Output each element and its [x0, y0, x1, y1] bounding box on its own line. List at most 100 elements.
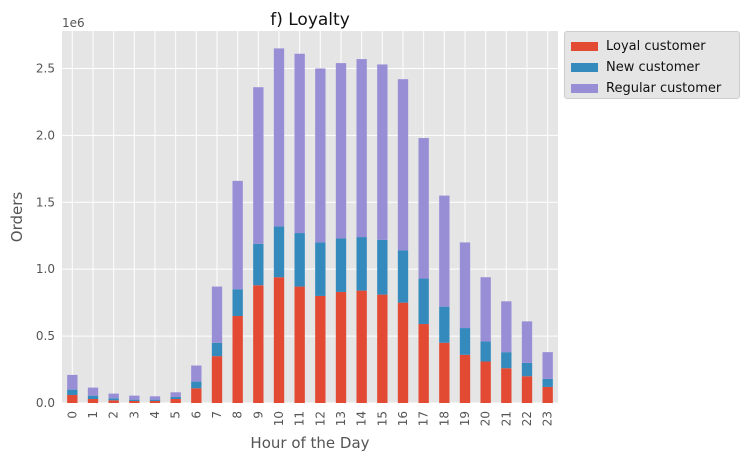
bar-regular-customer-hour-22: [521, 321, 533, 363]
legend-swatch-regular: [571, 84, 598, 93]
x-tick-label: 9: [251, 411, 265, 419]
bar-regular-customer-hour-23: [542, 352, 553, 379]
bar-regular-customer-hour-17: [418, 138, 429, 279]
x-tick-label: 11: [293, 411, 307, 426]
bar-regular-customer-hour-11: [294, 53, 305, 234]
x-tick-label: 14: [355, 411, 369, 426]
bar-regular-customer-hour-3: [129, 395, 140, 400]
bar-loyal-customer-hour-2: [108, 400, 119, 403]
bar-new-customer-hour-20: [480, 341, 491, 362]
bar-loyal-customer-hour-20: [480, 361, 491, 403]
bar-new-customer-hour-12: [315, 242, 326, 296]
chart-title: f) Loyalty: [270, 10, 350, 30]
legend-item-regular: Regular customer: [571, 78, 739, 99]
bar-new-customer-hour-19: [459, 328, 471, 355]
y-scale-label: 1e6: [62, 16, 85, 30]
bar-regular-customer-hour-12: [315, 68, 326, 243]
x-tick-label: 22: [520, 411, 534, 426]
x-tick-label: 4: [148, 411, 162, 419]
bar-new-customer-hour-21: [501, 352, 512, 369]
bar-regular-customer-hour-2: [108, 393, 119, 399]
y-tick-label: 0.0: [36, 396, 55, 410]
bar-new-customer-hour-0: [67, 389, 78, 395]
bar-loyal-customer-hour-19: [459, 354, 471, 403]
y-axis-label: Orders: [8, 192, 26, 243]
x-tick-label: 10: [272, 411, 286, 426]
bar-new-customer-hour-9: [253, 243, 264, 286]
bar-new-customer-hour-16: [397, 250, 409, 303]
bar-loyal-customer-hour-5: [170, 398, 181, 403]
bar-loyal-customer-hour-9: [253, 285, 264, 403]
bar-regular-customer-hour-4: [149, 396, 161, 400]
bar-loyal-customer-hour-3: [129, 400, 140, 403]
bar-loyal-customer-hour-0: [67, 394, 78, 403]
bar-loyal-customer-hour-7: [211, 356, 223, 403]
bar-loyal-customer-hour-8: [232, 316, 243, 403]
legend-label-loyal: Loyal customer: [606, 39, 706, 54]
bar-regular-customer-hour-21: [501, 301, 512, 353]
bar-regular-customer-hour-18: [439, 195, 450, 307]
x-tick-label: 23: [541, 411, 555, 426]
bar-new-customer-hour-10: [273, 226, 285, 278]
bar-loyal-customer-hour-1: [87, 398, 99, 403]
x-tick-labels: 0 1 2 3 4 5 6 7 8 9 10 11 12 13 14 15 16 17 18 19 20 21 22 23: [65, 411, 554, 426]
bar-loyal-customer-hour-17: [418, 324, 429, 403]
bar-new-customer-hour-6: [191, 381, 202, 389]
bar-loyal-customer-hour-23: [542, 386, 553, 403]
bar-new-customer-hour-17: [418, 278, 429, 325]
bar-new-customer-hour-5: [170, 396, 181, 399]
bar-regular-customer-hour-10: [273, 48, 285, 227]
bar-regular-customer-hour-1: [87, 387, 99, 396]
bar-loyal-customer-hour-14: [356, 290, 367, 403]
bar-regular-customer-hour-15: [377, 64, 388, 240]
legend-label-new: New customer: [606, 60, 700, 75]
y-tick-label: 2.0: [36, 128, 55, 142]
bar-new-customer-hour-23: [542, 378, 553, 387]
bar-loyal-customer-hour-21: [501, 368, 512, 403]
bar-loyal-customer-hour-11: [294, 286, 305, 403]
x-tick-label: 7: [210, 411, 224, 419]
bar-loyal-customer-hour-10: [273, 277, 285, 403]
plot-background: [62, 31, 558, 403]
bar-loyal-customer-hour-16: [397, 302, 409, 403]
bar-regular-customer-hour-0: [67, 374, 78, 390]
bar-new-customer-hour-8: [232, 289, 243, 317]
x-tick-label: 16: [396, 411, 410, 426]
y-tick-label: 1.5: [36, 195, 55, 209]
x-tick-label: 12: [313, 411, 327, 426]
bar-regular-customer-hour-20: [480, 277, 491, 342]
bar-loyal-customer-hour-15: [377, 294, 388, 403]
bar-regular-customer-hour-13: [335, 63, 347, 239]
legend-swatch-loyal: [571, 42, 598, 51]
x-tick-label: 18: [437, 411, 451, 426]
x-tick-label: 2: [107, 411, 121, 419]
x-tick-label: 0: [65, 411, 79, 419]
bar-new-customer-hour-18: [439, 306, 450, 343]
legend-swatch-new: [571, 63, 598, 72]
bar-loyal-customer-hour-6: [191, 388, 202, 403]
y-tick-label: 2.5: [36, 61, 55, 75]
bar-loyal-customer-hour-22: [521, 376, 533, 403]
bar-new-customer-hour-4: [149, 399, 161, 401]
bar-regular-customer-hour-9: [253, 87, 264, 244]
x-tick-label: 17: [417, 411, 431, 426]
legend-item-new: New customer: [571, 57, 739, 78]
bar-new-customer-hour-2: [108, 398, 119, 401]
bar-new-customer-hour-13: [335, 238, 347, 292]
x-tick-label: 13: [334, 411, 348, 426]
legend: Loyal customer New customer Regular cust…: [564, 31, 740, 99]
bar-loyal-customer-hour-13: [335, 291, 347, 403]
y-tick-label: 1.0: [36, 262, 55, 276]
bar-new-customer-hour-11: [294, 233, 305, 287]
bar-new-customer-hour-14: [356, 237, 367, 291]
bar-regular-customer-hour-6: [191, 365, 202, 382]
bar-stack-group: [67, 48, 553, 403]
bar-loyal-customer-hour-4: [149, 400, 161, 403]
bar-new-customer-hour-1: [87, 395, 99, 399]
legend-item-loyal: Loyal customer: [571, 36, 739, 57]
x-tick-label: 15: [375, 411, 389, 426]
x-tick-label: 21: [499, 411, 513, 426]
bar-regular-customer-hour-8: [232, 180, 243, 290]
x-tick-label: 8: [231, 411, 245, 419]
x-tick-label: 19: [458, 411, 472, 426]
